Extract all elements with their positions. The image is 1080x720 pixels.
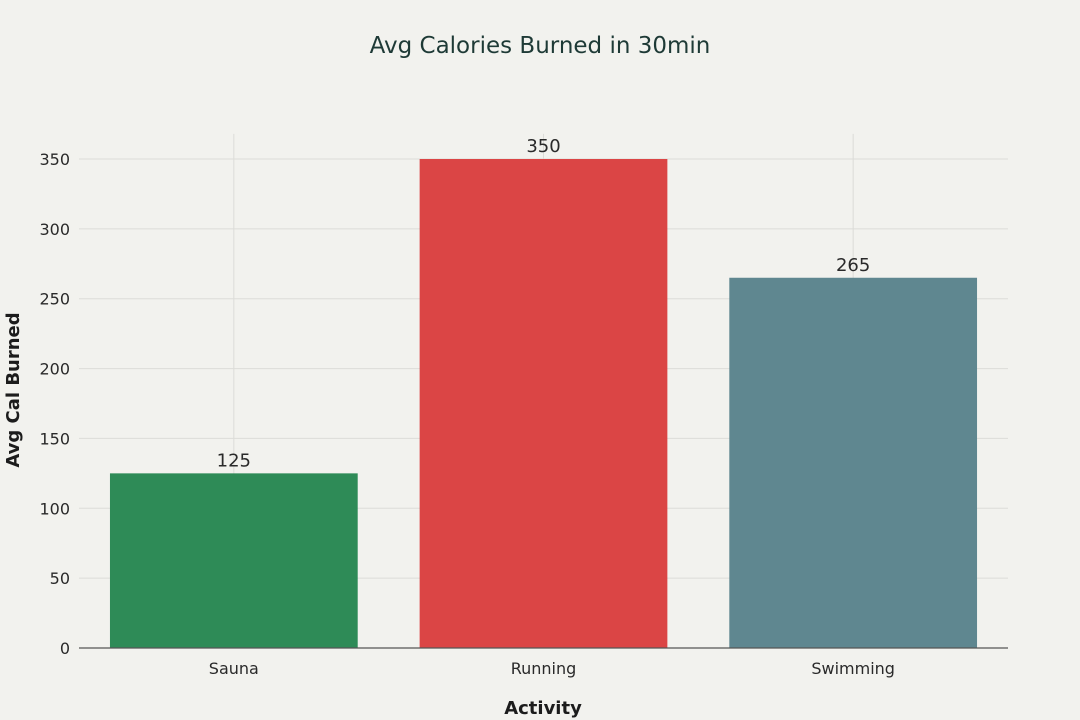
data-label: 265 <box>836 255 870 276</box>
x-tick-label: Swimming <box>811 659 895 678</box>
data-label: 350 <box>526 136 560 157</box>
y-axis-ticks: 0 50 100 150 200 250 300 350 <box>39 150 70 658</box>
data-labels: 125 350 265 <box>217 136 871 471</box>
x-axis-title: Activity <box>504 698 582 719</box>
bar-swimming <box>729 277 978 648</box>
bars <box>109 159 978 648</box>
y-tick-label: 150 <box>39 429 70 448</box>
y-tick-label: 300 <box>39 220 70 239</box>
data-label: 125 <box>217 450 251 471</box>
y-tick-label: 0 <box>60 639 70 658</box>
y-tick-label: 100 <box>39 499 70 518</box>
x-tick-label: Sauna <box>209 659 259 678</box>
bar-sauna <box>109 473 358 648</box>
y-tick-label: 350 <box>39 150 70 169</box>
y-tick-label: 50 <box>50 569 70 588</box>
y-axis-title: Avg Cal Burned <box>3 312 24 467</box>
x-axis-ticks: Sauna Running Swimming <box>209 659 895 678</box>
y-tick-label: 250 <box>39 290 70 309</box>
x-tick-label: Running <box>511 659 577 678</box>
chart-title: Avg Calories Burned in 30min <box>370 33 711 59</box>
y-tick-label: 200 <box>39 360 70 379</box>
bar-running <box>419 159 668 648</box>
